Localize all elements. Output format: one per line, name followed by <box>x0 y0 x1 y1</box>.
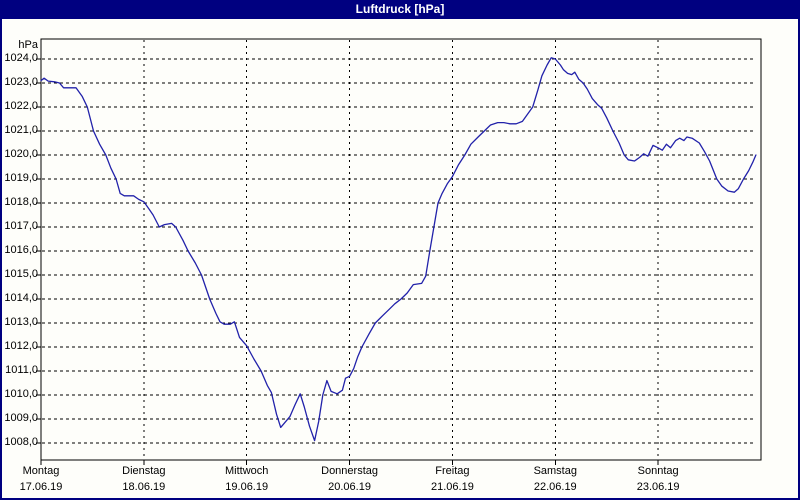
x-axis-day-label: Mittwoch <box>225 465 269 477</box>
x-axis-date-label: 21.06.19 <box>431 481 474 493</box>
y-axis-label: 1023,0 <box>4 76 38 88</box>
x-axis-date-label: 22.06.19 <box>533 481 577 493</box>
y-axis-label: 1019,0 <box>4 172 38 184</box>
x-axis-day-label: Sonntag <box>637 465 679 477</box>
y-axis-unit-label: hPa <box>18 39 38 51</box>
x-axis-day-label: Samstag <box>533 465 577 477</box>
x-axis-date-label: 17.06.19 <box>19 481 63 493</box>
x-axis-day-label: Donnerstag <box>321 465 378 477</box>
x-axis-date-label: 20.06.19 <box>328 481 371 493</box>
y-axis-label: 1024,0 <box>4 52 38 64</box>
y-axis-label: 1008,0 <box>4 436 38 448</box>
y-axis-label: 1009,0 <box>4 412 38 424</box>
x-axis-day-label: Dienstag <box>122 465 166 477</box>
y-axis-label: 1015,0 <box>4 268 38 280</box>
x-axis-date-label: 19.06.19 <box>225 481 269 493</box>
x-axis-day-label: Montag <box>22 465 60 477</box>
pressure-line <box>40 57 757 442</box>
y-axis-label: 1020,0 <box>4 148 38 160</box>
y-axis-label: 1012,0 <box>4 340 38 352</box>
y-axis-label: 1018,0 <box>4 196 38 208</box>
y-axis-label: 1022,0 <box>4 100 38 112</box>
y-axis-label: 1021,0 <box>4 124 38 136</box>
window-title: Luftdruck [hPa] <box>355 2 445 16</box>
window-titlebar[interactable]: Luftdruck [hPa] <box>0 0 800 19</box>
pressure-chart <box>36 38 762 465</box>
x-axis-date-label: 18.06.19 <box>122 481 166 493</box>
y-axis-label: 1016,0 <box>4 244 38 256</box>
x-axis-date-label: 23.06.19 <box>636 481 680 493</box>
y-axis-label: 1017,0 <box>4 220 38 232</box>
x-axis-day-label: Freitag <box>435 465 470 477</box>
y-axis-label: 1011,0 <box>5 364 38 376</box>
plot-border <box>40 38 762 461</box>
chart-canvas: hPa 1024,0 1023,0 1022,0 1021,0 1020,0 1019,0… <box>2 19 798 498</box>
y-axis-label: 1010,0 <box>4 388 38 400</box>
y-axis-label: 1013,0 <box>4 316 38 328</box>
y-axis-label: 1014,0 <box>4 292 38 304</box>
